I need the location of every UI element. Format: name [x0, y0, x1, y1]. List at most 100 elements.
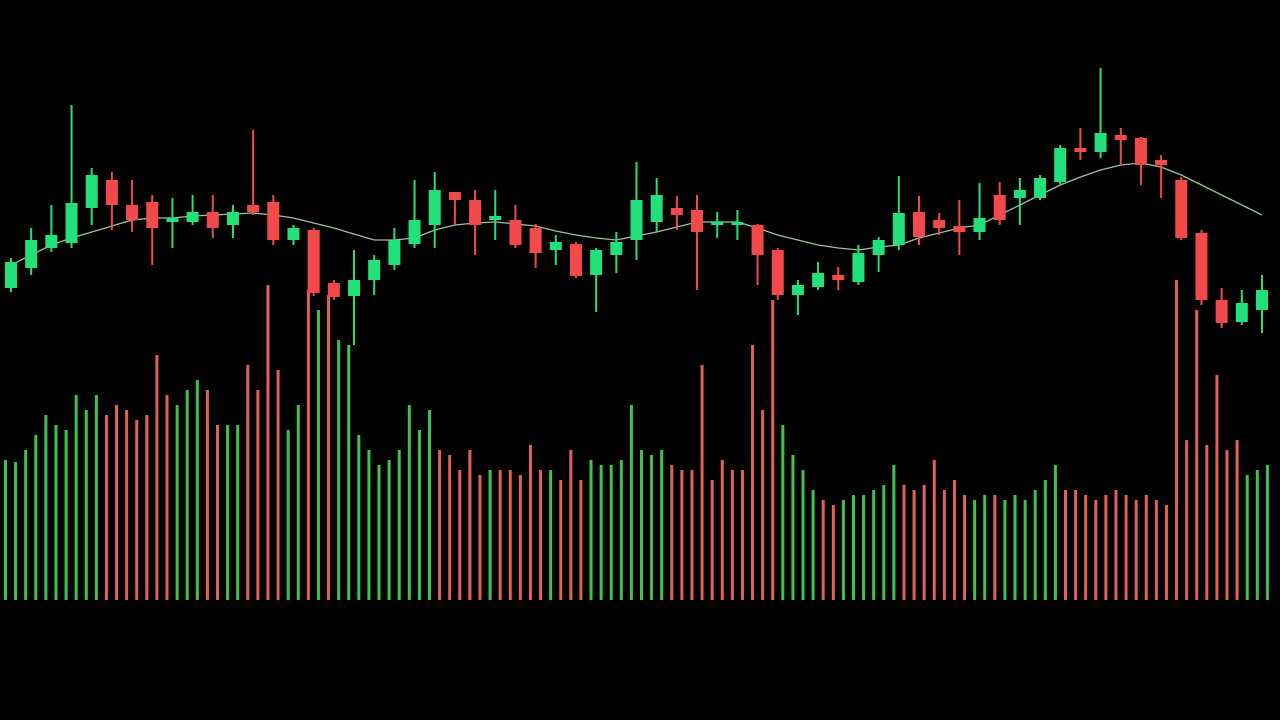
volume-bar — [74, 395, 78, 600]
candle-body — [105, 180, 118, 205]
volume-bar — [316, 310, 320, 600]
candle-body — [267, 202, 280, 240]
volume-bar — [1043, 480, 1047, 600]
volume-bar — [417, 430, 421, 600]
volume-bar — [952, 480, 956, 600]
candle-body — [1134, 138, 1147, 165]
candle-body — [287, 228, 300, 240]
volume-bar — [296, 405, 300, 600]
volume-bar — [1265, 465, 1269, 600]
volume-bar — [670, 465, 674, 600]
volume-bar — [680, 470, 684, 600]
volume-bar — [54, 425, 58, 600]
volume-bar — [488, 470, 492, 600]
candle-body — [226, 212, 239, 225]
volume-bar — [973, 500, 977, 600]
volume-bar — [751, 345, 755, 600]
volume-bar — [852, 495, 855, 600]
candle-body — [489, 216, 502, 220]
volume-bar — [478, 475, 482, 600]
candle-body — [428, 190, 441, 225]
candle-body — [791, 285, 804, 295]
volume-bar — [94, 395, 98, 600]
volume-bar — [205, 390, 209, 600]
candle-body — [1094, 133, 1107, 152]
volume-bar — [872, 490, 876, 600]
volume-bar — [589, 460, 593, 600]
price-layer — [5, 68, 1268, 345]
volume-bar — [428, 410, 431, 600]
volume-bar — [226, 425, 230, 600]
volume-bar — [145, 415, 149, 600]
candle-body — [852, 253, 865, 282]
volume-bar — [781, 425, 785, 600]
volume-bar — [64, 430, 68, 600]
candle-body — [186, 212, 199, 222]
volume-bar — [387, 460, 391, 600]
volume-bar — [730, 470, 734, 600]
volume-bar — [1084, 495, 1088, 600]
candle-body — [771, 250, 784, 295]
volume-bar — [549, 470, 553, 600]
volume-bar — [1134, 500, 1138, 600]
volume-bar — [1245, 475, 1249, 600]
candle-body — [146, 202, 159, 228]
candle-body — [1034, 178, 1047, 198]
volume-bar — [1195, 310, 1199, 600]
volume-bar — [175, 405, 179, 600]
volume-bar — [407, 405, 411, 600]
volume-bar — [811, 490, 815, 600]
volume-bar — [821, 500, 825, 600]
volume-bar — [438, 450, 442, 600]
candle-body — [993, 195, 1006, 220]
candle-body — [892, 213, 905, 245]
volume-bar — [448, 455, 452, 600]
candle-body — [872, 240, 885, 255]
volume-bar — [125, 410, 129, 600]
volume-bar — [1154, 500, 1158, 600]
candle-body — [126, 205, 139, 220]
volume-bar — [286, 430, 290, 600]
candle-body — [1235, 303, 1248, 322]
volume-bar — [528, 445, 532, 600]
volume-bar — [700, 365, 704, 600]
volume-bar — [1074, 490, 1078, 600]
volume-bar — [266, 285, 270, 600]
volume-bar — [518, 475, 522, 600]
volume-bar — [640, 450, 643, 600]
candle-body — [327, 283, 340, 297]
candle-body — [25, 240, 38, 268]
candle-body — [1013, 190, 1026, 198]
candle-body — [1215, 300, 1228, 323]
volume-bar — [1023, 500, 1027, 600]
volume-bar — [44, 415, 48, 600]
candle-body — [45, 235, 58, 248]
volume-bar — [1185, 440, 1189, 600]
volume-bar — [195, 380, 199, 600]
volume-bar — [1053, 465, 1057, 600]
volume-bar — [761, 410, 765, 600]
volume-bar — [1033, 490, 1037, 600]
candle-body — [448, 192, 461, 200]
volume-bar — [841, 500, 845, 600]
volume-bar — [306, 290, 310, 600]
volume-bar — [498, 470, 502, 600]
volume-bar — [155, 355, 159, 600]
volume-bar — [508, 470, 512, 600]
volume-bar — [1104, 495, 1108, 600]
candle-body — [85, 175, 98, 208]
candle-body — [247, 205, 260, 212]
volume-bar — [357, 435, 361, 600]
candle-body — [912, 212, 925, 237]
volume-bar — [599, 465, 603, 600]
volume-bar — [185, 390, 189, 600]
candle-body — [549, 242, 562, 250]
volume-layer — [4, 280, 1269, 600]
volume-bar — [377, 465, 381, 600]
volume-bar — [367, 450, 371, 600]
volume-bar — [1003, 500, 1007, 600]
volume-bar — [84, 410, 88, 600]
candle-body — [166, 218, 179, 222]
candle-body — [1074, 148, 1087, 152]
volume-bar — [660, 450, 664, 600]
